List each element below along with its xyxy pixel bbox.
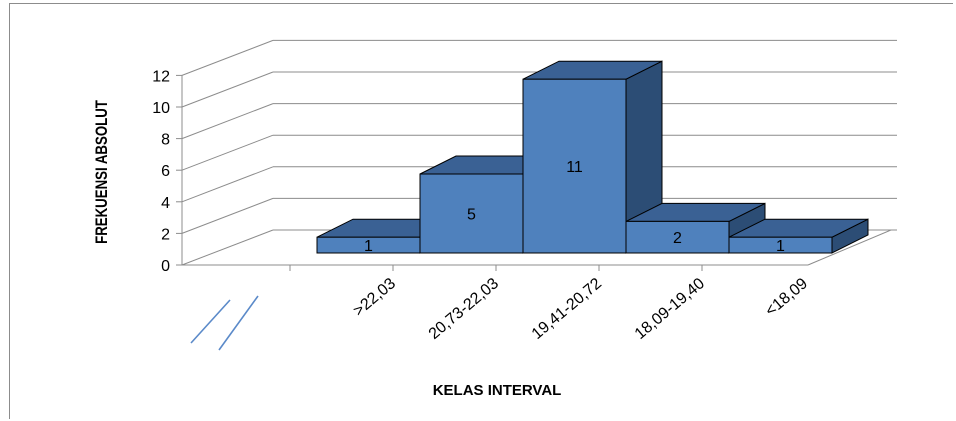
bar-front: [625, 220, 730, 254]
y-tick-label: 0: [161, 258, 170, 275]
axis-break-line: [190, 299, 231, 344]
y-axis-title: FREKUENSI ABSOLUT: [93, 99, 112, 243]
y-tick-label: 4: [161, 195, 170, 212]
bar-front: [728, 236, 833, 254]
bar: [522, 60, 663, 254]
y-tick-label: 6: [161, 163, 170, 180]
gridline-wall: [181, 103, 274, 140]
y-tick-label: 12: [152, 68, 170, 85]
x-category-label: <18,09: [762, 275, 811, 320]
gridline-wall: [181, 71, 274, 108]
floor-right-edge: [807, 229, 892, 266]
y-tick-label: 10: [152, 100, 170, 117]
bar-front: [419, 173, 524, 254]
bar: [728, 218, 869, 254]
bar-front: [522, 78, 627, 254]
x-category-label: 18,09-19,40: [632, 275, 708, 343]
x-category-label: 20,73-22,03: [426, 275, 502, 343]
chart-frame: [9, 3, 953, 419]
y-tick-label: 8: [161, 132, 170, 149]
axis-break-mark: [190, 295, 259, 351]
x-category-label: >22,03: [350, 275, 399, 320]
x-axis-categories: >22,03 20,73-22,03 19,41-20,72 18,09-19,40 <…: [289, 265, 811, 343]
data-label: 1: [364, 238, 373, 255]
data-label: 5: [467, 207, 476, 224]
axis-break-line: [218, 295, 259, 351]
gridline-wall: [181, 229, 274, 266]
x-category-label: 19,41-20,72: [529, 275, 605, 343]
gridline-wall: [181, 197, 274, 234]
data-label: 1: [776, 238, 785, 255]
bars: [316, 60, 869, 254]
bar: [625, 202, 766, 254]
x-axis-title: KELAS INTERVAL: [433, 382, 562, 399]
data-label: 2: [673, 230, 682, 247]
data-label: 11: [566, 159, 583, 176]
gridline-wall: [181, 166, 274, 203]
gridline-wall: [181, 39, 274, 76]
y-tick-label: 2: [161, 226, 170, 243]
y-axis-ticks: 0 2 4 6 8 10 12: [152, 68, 182, 275]
gridline-wall: [181, 134, 274, 171]
data-labels: 1 5 11 2 1: [364, 159, 785, 255]
